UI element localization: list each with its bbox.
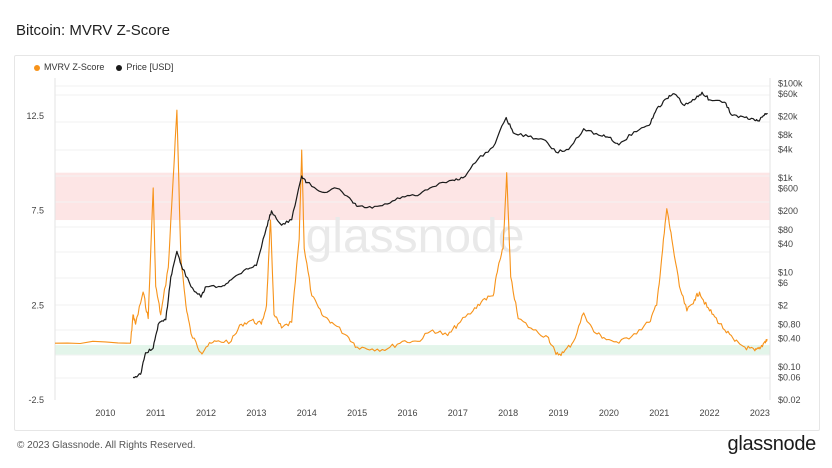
x-tick-label: 2015 [347, 408, 367, 418]
y-left-tick-label: 2.5 [31, 300, 44, 310]
y-right-tick-label: $600 [778, 183, 798, 193]
legend-label-zscore: MVRV Z-Score [44, 62, 105, 72]
x-tick-label: 2018 [498, 408, 518, 418]
y-right-tick-label: $0.06 [778, 372, 801, 382]
x-tick-label: 2017 [448, 408, 468, 418]
y-right-tick-label: $100k [778, 78, 803, 88]
x-tick-label: 2014 [297, 408, 317, 418]
bands-layer [55, 172, 770, 355]
legend-item-zscore[interactable]: MVRV Z-Score [34, 62, 104, 72]
y-right-tick-label: $4k [778, 144, 793, 154]
grid-layer [54, 78, 771, 400]
y-left-tick-label: -2.5 [28, 395, 44, 405]
legend-label-price: Price [USD] [126, 62, 174, 72]
chart-title: Bitcoin: MVRV Z-Score [16, 22, 170, 39]
legend-dot-orange-icon [34, 64, 40, 71]
axes-layer: 2010 2011 2012 2013 2014 2015 2016 2017 2018 2019… [26, 78, 803, 418]
chart-panel [14, 55, 820, 431]
band-green [55, 345, 770, 355]
x-tick-label: 2021 [649, 408, 669, 418]
y-right-tick-label: $1k [778, 173, 793, 183]
y-right-tick-label: $200 [778, 206, 798, 216]
y-right-tick-label: $40 [778, 239, 793, 249]
x-tick-label: 2020 [599, 408, 619, 418]
legend: MVRV Z-Score Price [USD] [34, 62, 173, 72]
series-layer [54, 91, 768, 379]
y-right-tick-label: $80 [778, 225, 793, 235]
y-right-tick-label: $6 [778, 278, 788, 288]
x-tick-label: 2019 [549, 408, 569, 418]
y-left-tick-label: 7.5 [31, 206, 44, 216]
x-tick-label: 2013 [246, 408, 266, 418]
legend-item-price[interactable]: Price [USD] [116, 62, 173, 72]
x-tick-label: 2022 [700, 408, 720, 418]
x-tick-label: 2016 [397, 408, 417, 418]
y-right-tick-label: $0.02 [778, 395, 801, 405]
band-red [55, 172, 770, 221]
series-line-price [132, 91, 768, 379]
y-right-tick-label: $0.40 [778, 334, 801, 344]
y-right-tick-label: $2 [778, 300, 788, 310]
y-right-tick-label: $8k [778, 130, 793, 140]
y-right-tick-label: $60k [778, 89, 798, 99]
brand-logo: glassnode [727, 433, 817, 455]
y-left-tick-label: 12.5 [26, 111, 44, 121]
y-right-tick-label: $10 [778, 267, 793, 277]
watermark-text: glassnode [306, 210, 525, 263]
y-right-tick-label: $20k [778, 111, 798, 121]
y-right-tick-label: $0.10 [778, 362, 801, 372]
copyright-text: © 2023 Glassnode. All Rights Reserved. [17, 440, 196, 451]
x-tick-label: 2010 [95, 408, 115, 418]
legend-dot-black-icon [116, 64, 123, 71]
series-line-mvrv-zscore [54, 109, 768, 357]
x-tick-label: 2012 [196, 408, 216, 418]
x-tick-label: 2011 [146, 408, 165, 418]
x-tick-label: 2023 [750, 408, 770, 418]
y-right-tick-label: $0.80 [778, 319, 801, 329]
